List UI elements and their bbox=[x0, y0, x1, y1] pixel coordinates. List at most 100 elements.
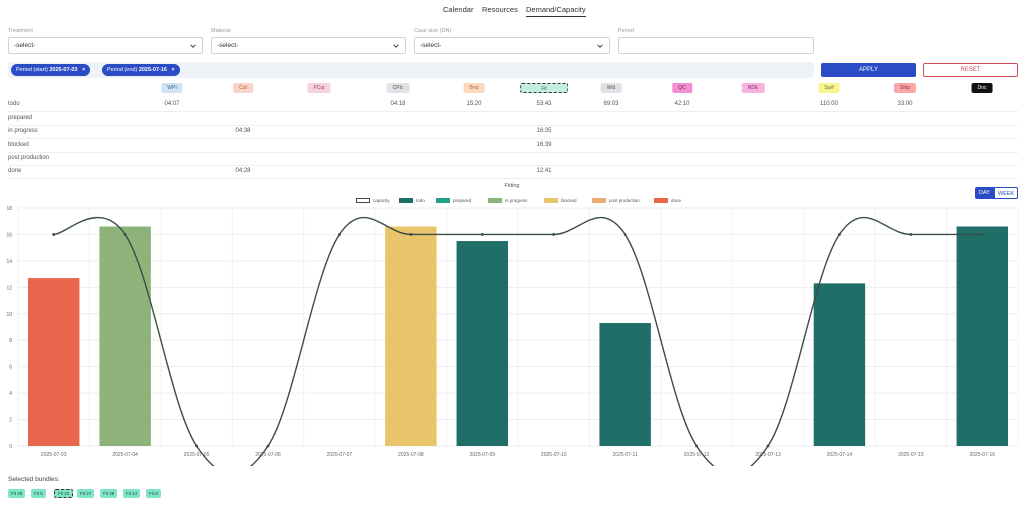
station-chip-surf[interactable]: Surf bbox=[818, 83, 840, 93]
nav-calendar[interactable]: Calendar bbox=[443, 5, 474, 14]
period-input[interactable] bbox=[618, 37, 814, 54]
legend-label: done bbox=[671, 198, 682, 203]
legend-label: todo bbox=[416, 198, 425, 203]
station-chip-ship[interactable]: Ship bbox=[893, 83, 917, 93]
capacity-point bbox=[623, 233, 627, 236]
legend-item[interactable]: done bbox=[654, 198, 682, 204]
legend-label: in progress bbox=[505, 198, 528, 203]
day-toggle[interactable]: DAY bbox=[975, 187, 994, 199]
capacity-point bbox=[409, 233, 413, 236]
status-row-label: prepared bbox=[8, 115, 33, 121]
station-chip-fit[interactable]: Fit bbox=[520, 83, 568, 93]
capacity-point bbox=[695, 444, 698, 448]
station-chip-bnd[interactable]: Bnd bbox=[463, 83, 485, 93]
status-cell: 53:43 bbox=[536, 101, 552, 107]
chip-value: 2025-07-16 bbox=[138, 67, 167, 73]
chart-title: Fitting bbox=[504, 183, 520, 189]
x-tick-label: 2025-07-14 bbox=[827, 452, 853, 458]
y-tick-label: 14 bbox=[6, 259, 12, 265]
station-chip-nde[interactable]: NDE bbox=[741, 83, 765, 93]
legend-item[interactable]: capacity bbox=[356, 198, 390, 204]
y-tick-label: 10 bbox=[6, 312, 12, 318]
bundle-chip[interactable]: Fit 8 bbox=[146, 489, 161, 498]
x-tick-label: 2025-07-13 bbox=[755, 452, 781, 458]
reset-button[interactable]: RESET bbox=[923, 63, 1018, 77]
x-tick-label: 2025-07-10 bbox=[541, 452, 567, 458]
case-size-value: -select- bbox=[420, 42, 442, 49]
legend-label: post production bbox=[609, 198, 640, 203]
status-row-label: post production bbox=[8, 155, 50, 161]
capacity-point bbox=[766, 444, 770, 448]
status-cell: 16:35 bbox=[536, 128, 552, 134]
y-tick-label: 0 bbox=[9, 444, 12, 450]
bar-done bbox=[28, 278, 80, 446]
material-label: Material bbox=[211, 28, 231, 34]
nav-resources[interactable]: Resources bbox=[482, 5, 518, 14]
status-cell: 12:41 bbox=[536, 168, 552, 174]
legend-item[interactable]: in progress bbox=[488, 198, 528, 204]
status-row-label: done bbox=[8, 168, 22, 174]
legend-swatch bbox=[654, 198, 668, 204]
material-value: -select- bbox=[217, 42, 239, 49]
capacity-point bbox=[52, 233, 56, 236]
bar-blocked bbox=[385, 226, 437, 446]
chevron-down-icon bbox=[393, 44, 399, 48]
legend-swatch bbox=[436, 198, 450, 204]
bundle-chip[interactable]: Fit 22 bbox=[54, 489, 74, 498]
legend-swatch bbox=[592, 198, 606, 204]
material-select[interactable]: -select- bbox=[211, 37, 406, 54]
x-tick-label: 2025-07-03 bbox=[41, 452, 67, 458]
case-size-select[interactable]: -select- bbox=[414, 37, 610, 54]
x-tick-label: 2025-07-12 bbox=[684, 452, 710, 458]
legend-swatch bbox=[488, 198, 502, 204]
legend-item[interactable]: todo bbox=[399, 198, 425, 204]
station-chip-wpi[interactable]: WPI bbox=[161, 83, 183, 93]
station-chip-wld[interactable]: Wld bbox=[600, 83, 622, 93]
chip-label: Period (end) bbox=[107, 67, 138, 73]
bar-in-progress bbox=[99, 226, 151, 446]
row-divider bbox=[8, 111, 1018, 112]
treatment-select[interactable]: -select- bbox=[8, 37, 203, 54]
x-tick-label: 2025-07-15 bbox=[898, 452, 924, 458]
bundle-chip[interactable]: Fit 14 bbox=[123, 489, 141, 498]
station-chip-qc[interactable]: QC bbox=[672, 83, 692, 93]
close-icon[interactable]: × bbox=[82, 67, 86, 73]
status-cell: 110:00 bbox=[820, 101, 838, 107]
selected-bundles-title: Selected bundles: bbox=[8, 476, 60, 483]
legend-item[interactable]: post production bbox=[592, 198, 640, 204]
row-divider bbox=[8, 178, 1018, 179]
capacity-point bbox=[838, 233, 841, 236]
capacity-point bbox=[480, 233, 484, 236]
bundle-chip[interactable]: Fit 28 bbox=[100, 489, 118, 498]
capacity-point bbox=[195, 444, 198, 448]
chip-value: 2025-07-03 bbox=[49, 67, 78, 73]
status-cell: 04:18 bbox=[390, 101, 406, 107]
chevron-down-icon bbox=[190, 44, 196, 48]
y-tick-label: 18 bbox=[6, 206, 12, 212]
fitting-chart: 0 2 4 6 8 10 12 14 16 18 2025-07-03 2025-07-04 2025-… bbox=[6, 206, 1019, 466]
status-row-label: todo bbox=[8, 101, 20, 107]
y-tick-label: 16 bbox=[6, 232, 12, 238]
station-chip-pcut[interactable]: PCut bbox=[307, 83, 331, 93]
x-tick-label: 2025-07-06 bbox=[255, 452, 281, 458]
station-chip-cpic[interactable]: CPIc bbox=[386, 83, 410, 93]
close-icon[interactable]: × bbox=[171, 67, 175, 73]
nav-demand-capacity[interactable]: Demand/Capacity bbox=[526, 5, 586, 17]
bundle-chip[interactable]: Fit 5 bbox=[31, 489, 46, 498]
legend-item[interactable]: blocked bbox=[544, 198, 577, 204]
x-tick-label: 2025-07-05 bbox=[184, 452, 210, 458]
station-chip-doc[interactable]: Doc bbox=[971, 83, 993, 93]
apply-button[interactable]: APPLY bbox=[821, 63, 916, 77]
status-cell: 33:00 bbox=[897, 101, 913, 107]
bar-todo bbox=[813, 283, 866, 446]
station-chip-cut[interactable]: Cut bbox=[233, 83, 253, 93]
bundle-chip[interactable]: Fit 29 bbox=[8, 489, 26, 498]
period-end-chip[interactable]: Period (end) 2025-07-16 × bbox=[102, 64, 180, 76]
legend-item[interactable]: prepared bbox=[436, 198, 471, 204]
week-toggle[interactable]: WEEK bbox=[994, 187, 1018, 199]
active-filters-bar: Period (start) 2025-07-03 × Period (end)… bbox=[8, 62, 814, 78]
status-row-label: in progress bbox=[8, 128, 38, 134]
period-start-chip[interactable]: Period (start) 2025-07-03 × bbox=[11, 64, 91, 76]
status-cell: 42:10 bbox=[674, 101, 690, 107]
bundle-chip[interactable]: Fit 27 bbox=[77, 489, 95, 498]
